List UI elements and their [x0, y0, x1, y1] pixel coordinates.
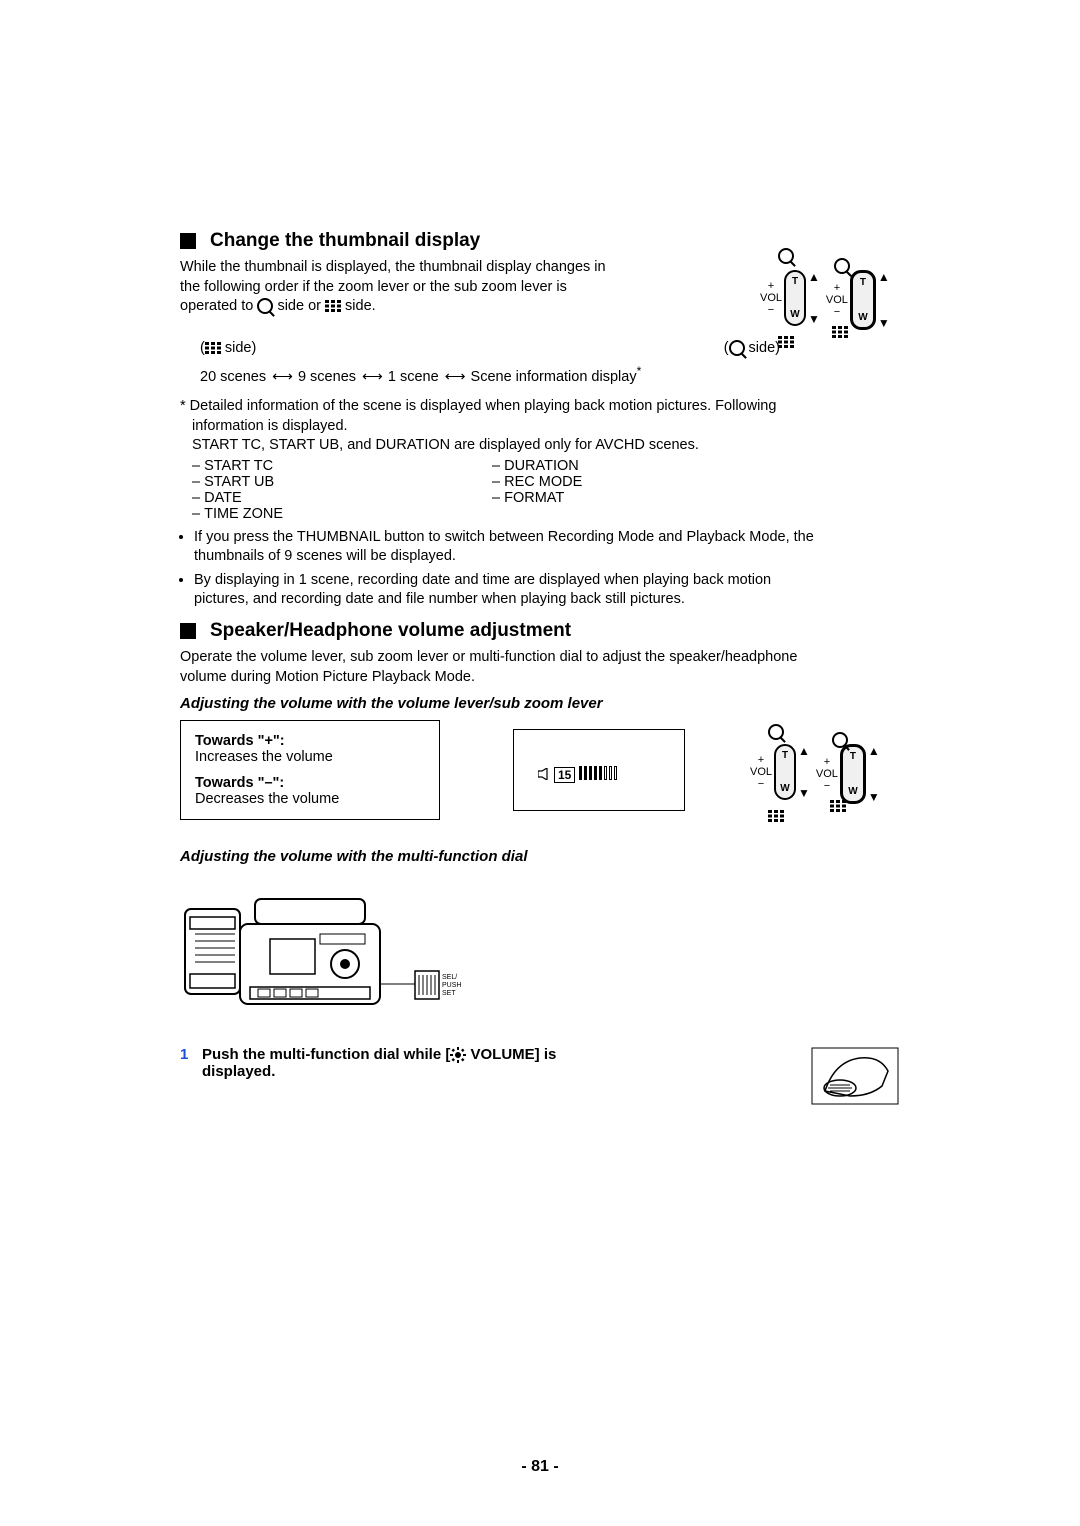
volume-row: Towards "+": Increases the volume Toward…: [180, 720, 900, 820]
thumbnail-grid-icon: [205, 342, 221, 354]
step-1: 1 Push the multi-function dial while [ V…: [180, 1046, 900, 1110]
thumbnail-grid-icon: [778, 336, 794, 348]
sub-zoom-rocker: T W: [840, 744, 866, 804]
thumbnail-grid-icon: [325, 300, 341, 312]
section-intro: While the thumbnail is displayed, the th…: [180, 258, 760, 317]
up-down-arrows-icon: ▲▼: [808, 270, 820, 326]
intro-line: the following order if the zoom lever or…: [180, 279, 567, 295]
zoom-lever-diagram: + VOL − T W ▲▼ + VOL −: [760, 252, 900, 330]
thumbnail-grid-icon: [830, 800, 846, 812]
intro-line: side.: [345, 298, 376, 314]
section-title: Speaker/Headphone volume adjustment: [210, 620, 571, 642]
up-down-arrows-icon: ▲▼: [868, 744, 880, 804]
svg-text:PUSH: PUSH: [442, 982, 461, 989]
subheading: Adjusting the volume with the multi-func…: [180, 848, 900, 865]
list-item: By displaying in 1 scene, recording date…: [194, 571, 900, 610]
up-down-arrows-icon: ▲▼: [878, 270, 890, 330]
square-bullet-icon: [180, 233, 196, 249]
vol-label-stack: + VOL −: [760, 280, 782, 316]
info-columns: START TC START UB DATE TIME ZONE DURATIO…: [192, 456, 900, 524]
magnifier-icon: [832, 732, 848, 748]
dial-thumb-illustration: [810, 1046, 900, 1110]
section-heading: Speaker/Headphone volume adjustment: [180, 620, 900, 642]
list-item: START UB: [192, 474, 492, 490]
subheading: Adjusting the volume with the volume lev…: [180, 695, 900, 712]
square-bullet-icon: [180, 623, 196, 639]
list-item: FORMAT: [492, 490, 792, 506]
footnote: * Detailed information of the scene is d…: [192, 397, 900, 456]
list-item: REC MODE: [492, 474, 792, 490]
vol-label-stack: + VOL −: [816, 756, 838, 792]
magnifier-icon: [768, 724, 784, 740]
zoom-rocker: T W: [784, 270, 806, 326]
sub-zoom-rocker: T W: [850, 270, 876, 330]
speaker-icon: [538, 767, 552, 783]
intro-line: side or: [277, 298, 325, 314]
up-down-arrows-icon: ▲▼: [798, 744, 810, 800]
scene-chain: 20 scenes ⟷ 9 scenes ⟷ 1 scene ⟷ Scene i…: [200, 364, 900, 385]
section-intro: Operate the volume lever, sub zoom lever…: [180, 648, 900, 687]
lcd-volume-indicator: 15: [513, 729, 685, 811]
magnifier-icon: [257, 298, 273, 314]
volume-bars: [579, 766, 619, 783]
page-number: - 81 -: [0, 1458, 1080, 1476]
svg-text:SET: SET: [442, 990, 456, 997]
camera-illustration: SEL/ PUSH SET: [180, 879, 900, 1034]
intro-line: While the thumbnail is displayed, the th…: [180, 259, 606, 275]
zoom-lever-diagram: + VOL − T W ▲▼ + VOL −: [750, 730, 900, 804]
section-heading: Change the thumbnail display: [180, 230, 900, 252]
svg-text:SEL/: SEL/: [442, 974, 457, 981]
volume-number: 15: [554, 767, 575, 783]
magnifier-icon: [778, 248, 794, 264]
list-item: TIME ZONE: [192, 506, 492, 522]
thumbnail-grid-icon: [832, 326, 848, 338]
magnifier-icon: [729, 340, 745, 356]
vol-label-stack: + VOL −: [750, 754, 772, 790]
list-item: If you press the THUMBNAIL button to swi…: [194, 528, 900, 567]
magnifier-icon: [834, 258, 850, 274]
vol-label-stack: + VOL −: [826, 282, 848, 318]
list-item: DATE: [192, 490, 492, 506]
intro-line: operated to: [180, 298, 257, 314]
gear-icon: [450, 1047, 466, 1063]
step-number: 1: [180, 1046, 202, 1063]
bullet-list: If you press the THUMBNAIL button to swi…: [180, 528, 900, 610]
thumbnail-grid-icon: [768, 810, 784, 822]
list-item: DURATION: [492, 458, 792, 474]
section-title: Change the thumbnail display: [210, 230, 480, 252]
list-item: START TC: [192, 458, 492, 474]
volume-instructions-box: Towards "+": Increases the volume Toward…: [180, 720, 440, 820]
zoom-rocker: T W: [774, 744, 796, 800]
